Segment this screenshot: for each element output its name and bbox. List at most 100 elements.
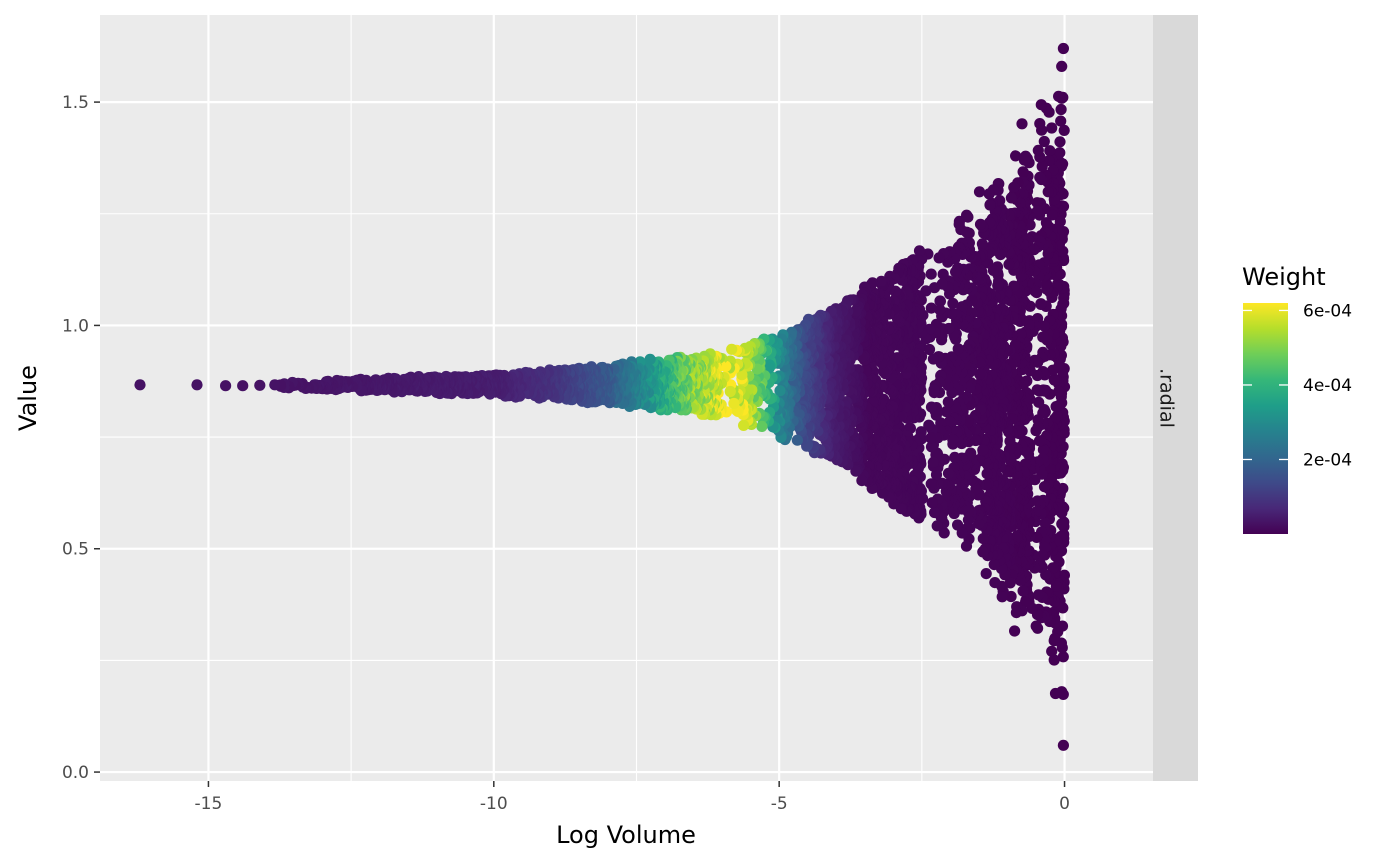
data-point xyxy=(1040,217,1052,229)
data-point xyxy=(1048,374,1060,386)
data-point xyxy=(1055,103,1067,116)
data-point xyxy=(981,468,993,480)
data-point xyxy=(791,434,804,446)
legend-title: Weight xyxy=(1242,263,1326,291)
data-point xyxy=(942,396,954,408)
data-point xyxy=(1037,331,1049,343)
data-point xyxy=(953,218,965,230)
x-tick-label: -15 xyxy=(195,794,223,814)
data-point xyxy=(983,188,995,200)
data-point xyxy=(989,577,1001,589)
data-point xyxy=(220,380,232,392)
y-tick-label: 1.5 xyxy=(62,93,89,113)
data-point xyxy=(1004,435,1016,447)
data-point xyxy=(1017,166,1029,178)
data-point xyxy=(1038,481,1051,493)
data-point xyxy=(856,475,868,487)
data-point xyxy=(1003,258,1015,270)
data-point xyxy=(952,343,964,355)
data-point xyxy=(1042,186,1054,198)
data-point xyxy=(929,506,941,519)
data-point xyxy=(738,419,750,431)
data-point xyxy=(1035,298,1047,310)
data-point xyxy=(1004,577,1016,589)
data-point xyxy=(1008,181,1020,193)
legend-tick-label: 2e-04 xyxy=(1303,450,1352,470)
x-tick-label: -5 xyxy=(771,794,788,814)
data-point xyxy=(940,406,952,418)
data-point xyxy=(1056,60,1068,72)
data-point xyxy=(1056,518,1068,530)
data-point xyxy=(254,379,266,391)
data-point xyxy=(984,199,996,211)
data-point xyxy=(1009,625,1021,637)
data-point xyxy=(1049,687,1062,700)
data-point xyxy=(1005,192,1018,204)
data-point xyxy=(1030,425,1042,437)
legend-tick-label: 4e-04 xyxy=(1303,376,1352,396)
data-point xyxy=(1057,42,1069,55)
data-point xyxy=(947,433,959,446)
data-point xyxy=(1030,620,1042,632)
data-point xyxy=(1046,645,1058,657)
data-point xyxy=(976,238,989,250)
data-point xyxy=(977,533,989,545)
data-point xyxy=(1036,160,1048,173)
data-point xyxy=(1010,607,1023,619)
data-point xyxy=(1057,739,1069,751)
data-point xyxy=(949,451,961,463)
data-point xyxy=(947,297,959,310)
data-point xyxy=(1037,444,1049,456)
data-point xyxy=(269,379,281,391)
data-point xyxy=(191,379,203,391)
data-point xyxy=(1010,150,1022,162)
data-point xyxy=(1017,585,1029,597)
data-point xyxy=(977,444,989,456)
data-point xyxy=(1053,385,1065,397)
facet-strip-label: .radial xyxy=(1156,368,1178,428)
data-point xyxy=(134,379,146,391)
data-point xyxy=(927,456,940,468)
data-point xyxy=(1033,435,1046,447)
data-points xyxy=(134,42,1071,751)
data-point xyxy=(950,266,962,278)
data-point xyxy=(724,385,736,398)
data-point xyxy=(1039,517,1051,529)
data-point xyxy=(1033,396,1045,408)
data-point xyxy=(980,568,992,580)
data-point xyxy=(1054,136,1066,148)
data-point xyxy=(1048,654,1060,666)
data-point xyxy=(933,252,945,264)
legend-colorbar xyxy=(1243,303,1288,534)
data-point xyxy=(237,380,249,392)
data-point xyxy=(728,397,740,410)
legend-tick-label: 6e-04 xyxy=(1303,301,1352,321)
x-tick-label: -10 xyxy=(480,794,508,814)
data-point xyxy=(962,514,975,526)
data-point xyxy=(1031,197,1043,209)
data-point xyxy=(1031,384,1043,396)
data-point xyxy=(925,401,938,413)
data-point xyxy=(1047,562,1059,574)
y-tick-label: 1.0 xyxy=(62,316,89,336)
data-point xyxy=(1034,118,1046,130)
data-point xyxy=(1032,589,1045,601)
data-point xyxy=(960,540,973,552)
data-point xyxy=(925,268,937,280)
x-tick-label: 0 xyxy=(1059,794,1070,814)
data-point xyxy=(977,546,989,558)
data-point xyxy=(1016,118,1028,130)
data-point xyxy=(1046,209,1058,221)
data-point xyxy=(1018,154,1030,166)
data-point xyxy=(1032,144,1044,156)
data-point xyxy=(925,478,937,490)
data-point xyxy=(1044,145,1056,157)
data-point xyxy=(988,559,1000,571)
data-point xyxy=(942,467,955,479)
data-point xyxy=(928,384,940,396)
data-point xyxy=(1057,651,1069,663)
data-point xyxy=(1020,596,1032,608)
data-point xyxy=(1038,320,1050,332)
data-point xyxy=(974,368,986,380)
